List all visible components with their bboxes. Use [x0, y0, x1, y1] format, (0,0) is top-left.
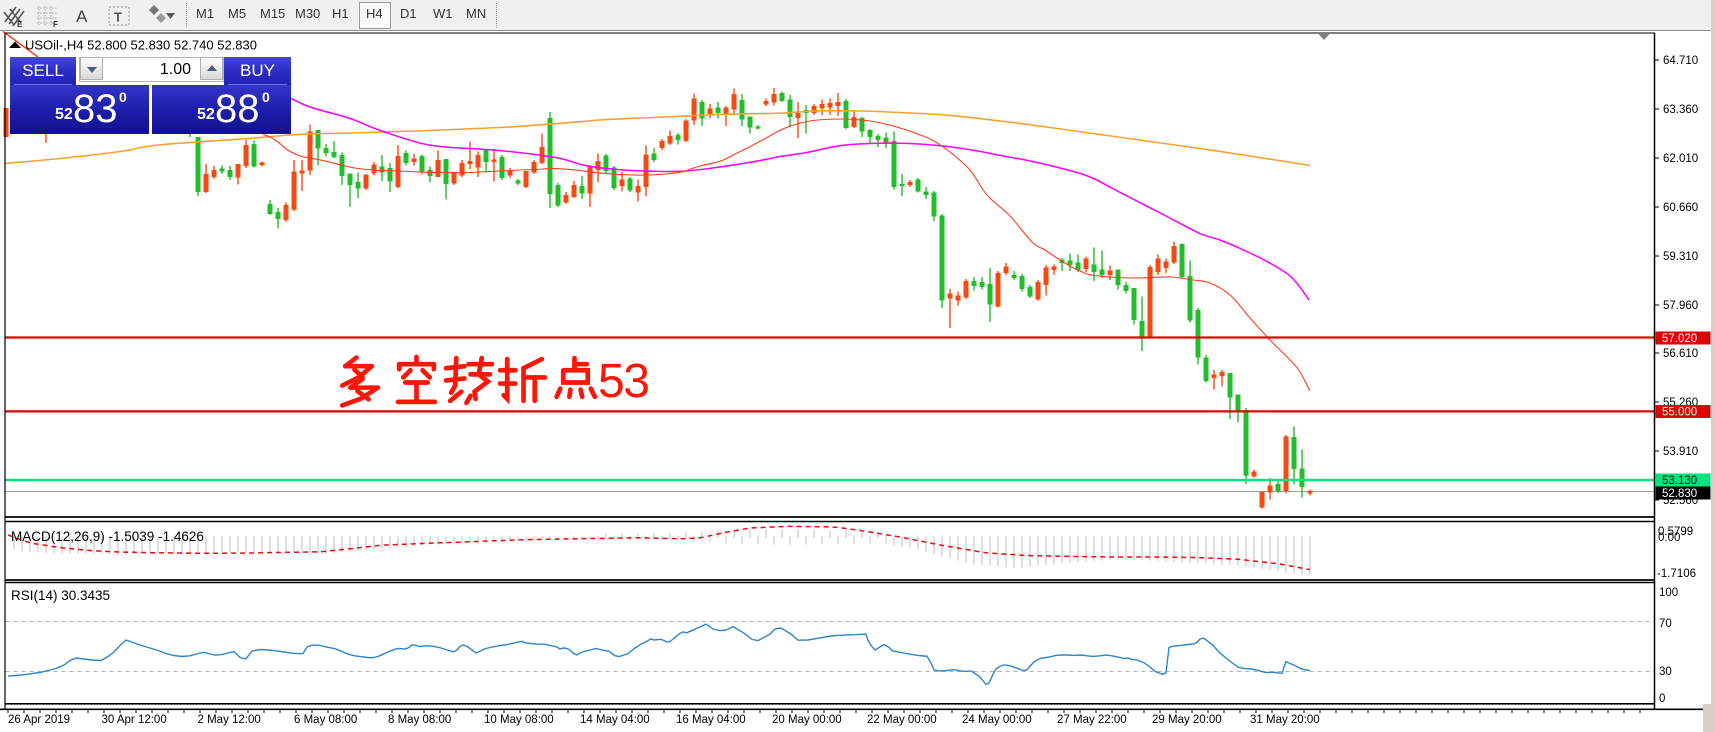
- svg-text:20 May 00:00: 20 May 00:00: [772, 714, 842, 726]
- svg-text:26 Apr 2019: 26 Apr 2019: [8, 714, 70, 726]
- svg-text:56.610: 56.610: [1663, 348, 1698, 360]
- svg-text:-1.7106: -1.7106: [1657, 568, 1696, 580]
- svg-text:8 May 08:00: 8 May 08:00: [388, 714, 451, 726]
- svg-text:30 Apr 12:00: 30 Apr 12:00: [102, 714, 167, 726]
- svg-text:100: 100: [1659, 587, 1678, 599]
- svg-text:A: A: [76, 7, 88, 26]
- svg-text:MACD(12,26,9) -1.5039 -1.4626: MACD(12,26,9) -1.5039 -1.4626: [11, 529, 204, 544]
- svg-text:16 May 04:00: 16 May 04:00: [676, 714, 746, 726]
- svg-text:52.830: 52.830: [1662, 488, 1697, 500]
- svg-text:55.000: 55.000: [1662, 407, 1697, 419]
- svg-text:53.910: 53.910: [1663, 446, 1698, 458]
- svg-text:57.020: 57.020: [1662, 333, 1697, 345]
- svg-text:60.660: 60.660: [1663, 202, 1698, 214]
- svg-text:2 May 12:00: 2 May 12:00: [198, 714, 261, 726]
- svg-text:10 May 08:00: 10 May 08:00: [484, 714, 554, 726]
- svg-text:RSI(14) 30.3435: RSI(14) 30.3435: [11, 588, 110, 603]
- svg-text:0: 0: [1659, 693, 1665, 705]
- svg-text:57.960: 57.960: [1663, 300, 1698, 312]
- svg-text:53: 53: [598, 355, 648, 408]
- svg-text:E: E: [17, 20, 23, 29]
- svg-text:USOil-,H4 52.800 52.830 52.74: USOil-,H4 52.800 52.830 52.740 52.830: [25, 38, 257, 53]
- svg-text:62.010: 62.010: [1663, 153, 1698, 165]
- svg-text:6 May 08:00: 6 May 08:00: [294, 714, 357, 726]
- svg-text:59.310: 59.310: [1663, 251, 1698, 263]
- svg-text:53.130: 53.130: [1662, 475, 1697, 487]
- svg-text:29 May 20:00: 29 May 20:00: [1152, 714, 1222, 726]
- svg-text:64.710: 64.710: [1663, 55, 1698, 67]
- svg-text:70: 70: [1659, 618, 1672, 630]
- svg-text:63.360: 63.360: [1663, 104, 1698, 116]
- svg-text:22 May 00:00: 22 May 00:00: [867, 714, 937, 726]
- svg-text:T: T: [114, 10, 122, 25]
- svg-text:27 May 22:00: 27 May 22:00: [1057, 714, 1127, 726]
- svg-text:F: F: [53, 20, 58, 29]
- svg-text:14 May 04:00: 14 May 04:00: [580, 714, 650, 726]
- svg-text:24 May 00:00: 24 May 00:00: [962, 714, 1032, 726]
- svg-text:0.5799: 0.5799: [1658, 526, 1693, 538]
- svg-text:0.00: 0.00: [1658, 532, 1680, 544]
- svg-text:30: 30: [1659, 666, 1672, 678]
- svg-text:31 May 20:00: 31 May 20:00: [1250, 714, 1320, 726]
